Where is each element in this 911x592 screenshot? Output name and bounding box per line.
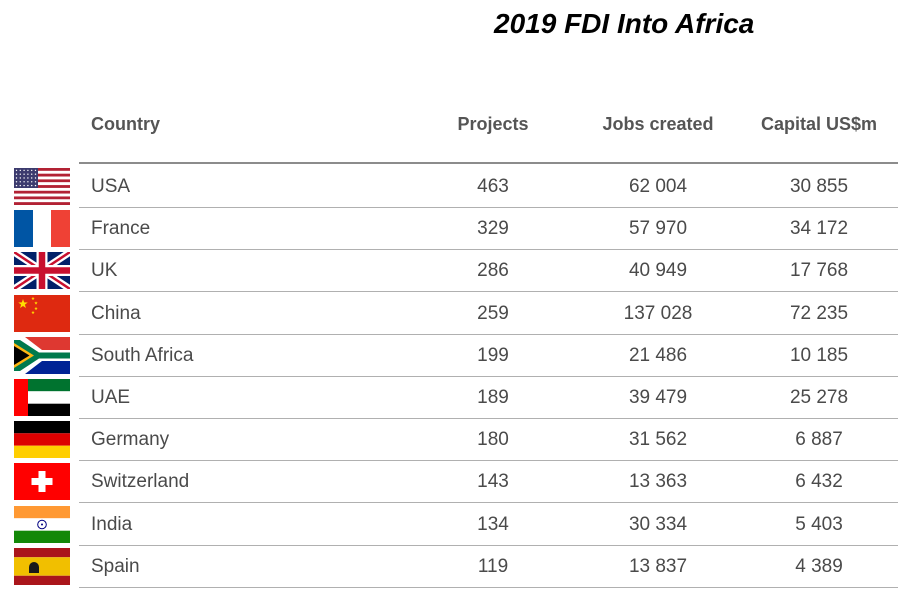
cell-country: UK	[91, 260, 118, 282]
row-divider	[79, 502, 898, 504]
cell-capital: 17 768	[789, 260, 849, 282]
cell-capital: 5 403	[795, 513, 843, 535]
cell-capital: 10 185	[789, 344, 849, 366]
cell-capital: 6 432	[795, 471, 843, 493]
chart-title: 2019 FDI Into Africa	[494, 8, 755, 39]
cell-projects: 180	[477, 429, 509, 451]
cell-projects: 189	[477, 387, 509, 408]
column-header-jobs-created: Jobs created	[602, 114, 714, 134]
cell-projects: 199	[477, 344, 509, 366]
row-divider	[79, 249, 898, 251]
row-divider	[79, 418, 898, 419]
table-row: UAE 189 39 479 25 278	[0, 376, 911, 419]
cell-projects: 143	[477, 471, 509, 493]
cell-jobs-created: 30 334	[628, 513, 688, 535]
cell-jobs-created: 39 479	[628, 387, 688, 408]
cell-jobs-created: 57 970	[628, 218, 688, 240]
cell-jobs-created: 13 837	[628, 555, 688, 577]
row-divider	[79, 544, 898, 546]
cell-country: UAE	[91, 387, 131, 408]
cell-jobs-created: 137 028	[623, 302, 693, 324]
column-header-projects: Projects	[457, 114, 529, 134]
china-flag-icon	[14, 294, 70, 332]
row-divider	[79, 333, 898, 335]
cell-jobs-created: 21 486	[628, 344, 688, 366]
india-flag-icon	[14, 505, 70, 543]
cell-capital: 25 278	[789, 387, 849, 408]
cell-capital: 6 887	[795, 429, 843, 451]
france-flag-icon	[14, 210, 70, 248]
switzerland-flag-icon	[14, 463, 70, 501]
table-row: India 134 30 334 5 403	[0, 503, 911, 546]
cell-country: South Africa	[91, 344, 194, 366]
row-divider	[79, 207, 898, 208]
uk-flag-icon	[14, 252, 70, 290]
cell-capital: 34 172	[789, 218, 849, 240]
row-divider	[79, 375, 898, 377]
table-row: USA 463 62 004 30 855	[0, 165, 911, 208]
table-row: China 259 137 028 72 235	[0, 292, 911, 335]
table-row: Germany 180 31 562 6 887	[0, 418, 911, 462]
cell-capital: 4 389	[795, 555, 843, 577]
header-divider	[79, 162, 898, 164]
cell-jobs-created: 31 562	[628, 429, 688, 451]
spain-flag-icon	[14, 547, 70, 585]
column-header-country: Country	[91, 114, 160, 134]
cell-capital: 30 855	[789, 176, 849, 197]
germany-flag-icon	[14, 421, 70, 459]
cell-country: China	[91, 302, 141, 324]
cell-projects: 134	[477, 513, 509, 535]
cell-capital: 72 235	[789, 302, 849, 324]
cell-jobs-created: 62 004	[628, 176, 688, 197]
cell-projects: 286	[477, 260, 509, 282]
cell-country: France	[91, 218, 151, 240]
table-row: Switzerland 143 13 363 6 432	[0, 460, 911, 504]
cell-country: Switzerland	[91, 471, 190, 493]
table-row: France 329 57 970 34 172	[0, 207, 911, 251]
cell-jobs-created: 13 363	[628, 471, 688, 493]
cell-country: Spain	[91, 555, 140, 577]
cell-projects: 259	[477, 302, 509, 324]
cell-jobs-created: 40 949	[628, 260, 688, 282]
table-row: UK 286 40 949 17 768	[0, 249, 911, 293]
cell-projects: 329	[477, 218, 509, 240]
row-divider	[79, 586, 898, 588]
row-divider	[79, 291, 898, 293]
south-africa-flag-icon	[14, 336, 70, 374]
column-header-capital: Capital US$m	[760, 114, 878, 134]
cell-country: USA	[91, 176, 131, 197]
usa-flag-icon	[14, 168, 70, 205]
cell-country: Germany	[91, 429, 170, 451]
table-row: Spain 119 13 837 4 389	[0, 545, 911, 588]
uae-flag-icon	[14, 379, 70, 416]
cell-projects: 119	[477, 555, 509, 577]
cell-projects: 463	[477, 176, 509, 197]
cell-country: India	[91, 513, 133, 535]
row-divider	[79, 460, 898, 462]
table-row: South Africa 199 21 486 10 185	[0, 334, 911, 377]
